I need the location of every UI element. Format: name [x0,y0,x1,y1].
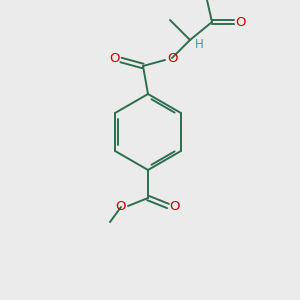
Text: O: O [167,52,177,64]
Text: H: H [195,38,203,50]
Text: O: O [110,52,120,65]
Text: O: O [116,200,126,214]
Text: O: O [236,16,246,28]
Text: O: O [170,200,180,214]
